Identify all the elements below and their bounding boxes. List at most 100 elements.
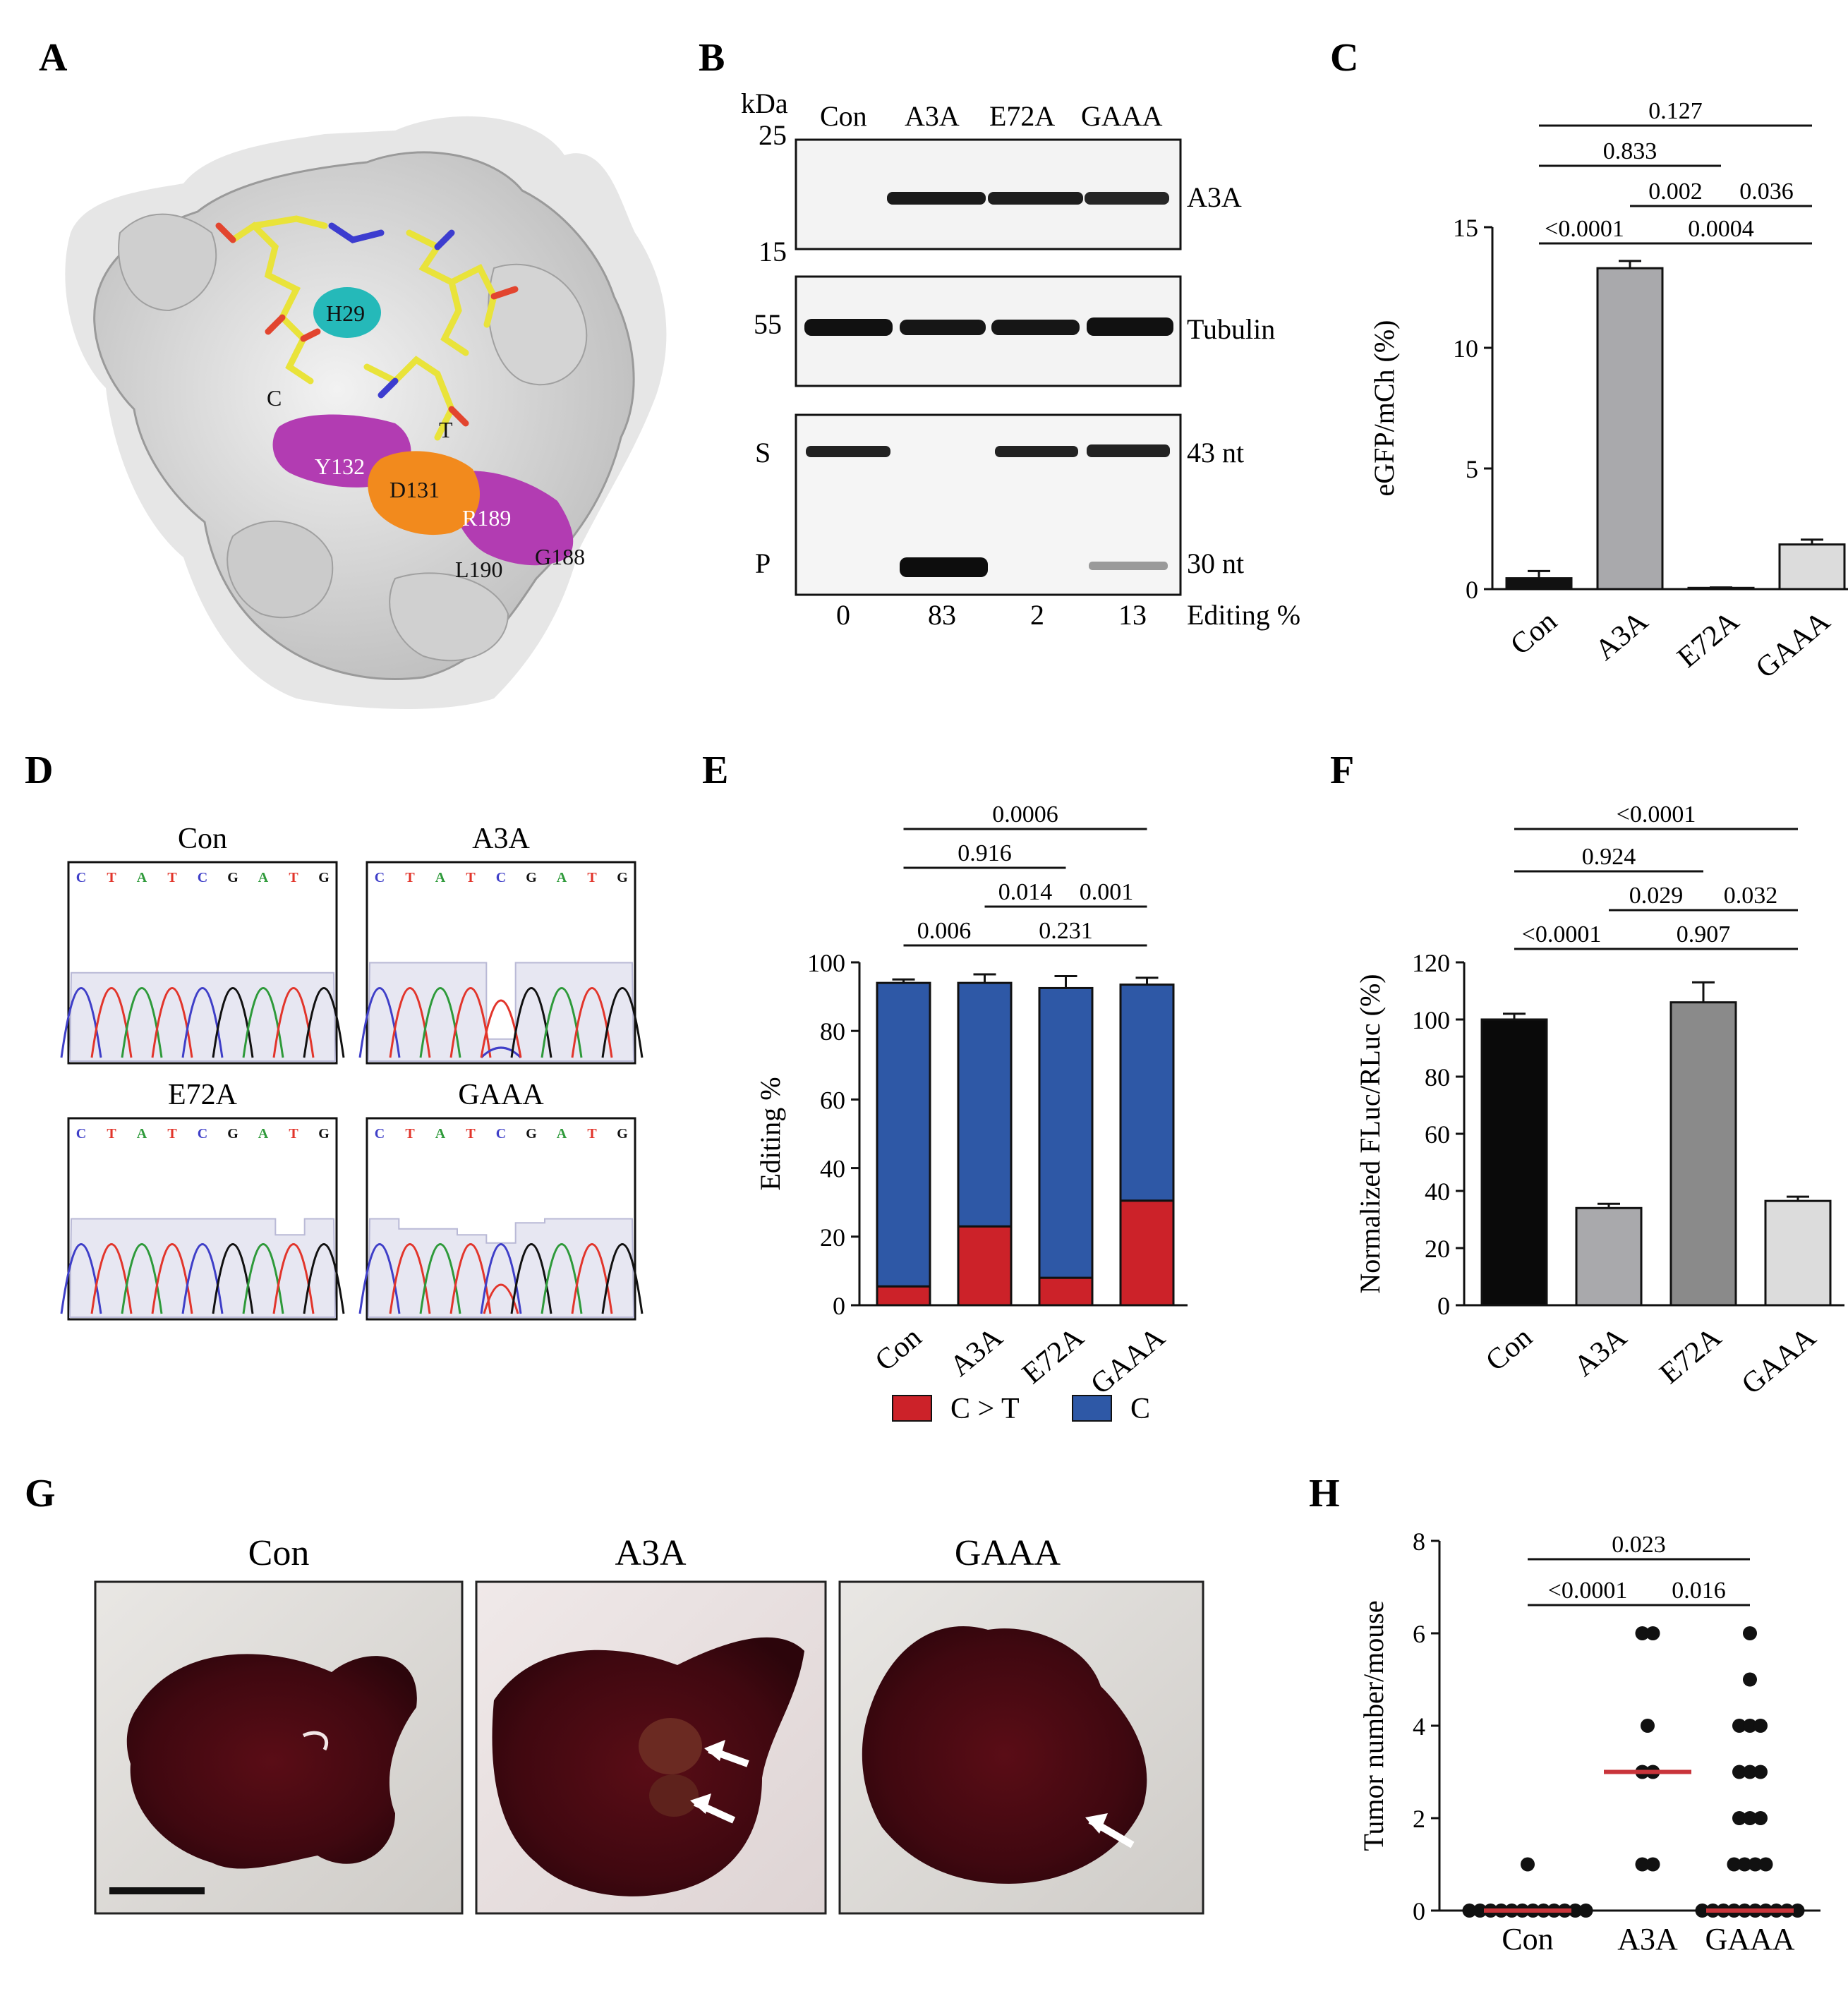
- x-tick-label: A3A: [1617, 1922, 1678, 1956]
- base-call: G: [318, 870, 330, 885]
- tumor-nodule: [649, 1774, 699, 1817]
- x-tick-label: Con: [1502, 1922, 1553, 1956]
- y-tick-label: 5: [1466, 455, 1478, 483]
- bar: [1764, 1199, 1832, 1307]
- base-call: C: [496, 870, 506, 885]
- band: [804, 319, 893, 336]
- base-call: A: [137, 1126, 147, 1142]
- data-point: [1737, 1857, 1752, 1872]
- p-value-label: 0.924: [1582, 844, 1636, 870]
- data-point: [1753, 1765, 1768, 1779]
- y-tick-label: 0: [833, 1292, 845, 1320]
- base-call: A: [557, 870, 567, 885]
- residue-label-l190: L190: [455, 557, 503, 582]
- bar: [1778, 543, 1846, 591]
- x-tick-label: A3A: [1589, 605, 1655, 667]
- base-call: T: [107, 870, 116, 885]
- p-value-label: 0.127: [1648, 98, 1703, 124]
- base-call: G: [318, 1126, 330, 1142]
- base-call: A: [435, 870, 446, 885]
- marker-15: 15: [759, 236, 787, 267]
- y-tick-label: 6: [1413, 1620, 1425, 1648]
- liver-gaaa: [862, 1626, 1147, 1884]
- trace-title: E72A: [168, 1079, 238, 1111]
- x-tick-label: GAAA: [1736, 1321, 1823, 1401]
- residue-label-r189: R189: [462, 505, 511, 531]
- data-point: [1732, 1719, 1746, 1733]
- p-value-label: 0.833: [1603, 138, 1657, 164]
- quality-shading: [68, 1218, 337, 1318]
- y-axis-label: eGFP/mCh (%): [1368, 320, 1400, 497]
- base-call: C: [76, 1126, 86, 1142]
- x-tick-label: GAAA: [1085, 1321, 1171, 1401]
- p-value-label: 0.036: [1739, 178, 1794, 205]
- base-call: G: [227, 870, 238, 885]
- lane-label: Con: [820, 100, 867, 132]
- base-call: A: [435, 1126, 446, 1142]
- dna-ligand-sticks: [215, 215, 519, 441]
- arrow-icon: [690, 1793, 711, 1814]
- trace-title: Con: [178, 823, 227, 855]
- chart-h: 0 2 4 6 8 Tumor number/mouse Con A3A GAAA 0.023 <0…: [1358, 1527, 1820, 1956]
- trace-peak: [480, 1046, 522, 1059]
- photo-title-a3a: A3A: [615, 1533, 687, 1573]
- y-axis-label: Editing %: [754, 1077, 786, 1190]
- y-tick-label: 2: [1413, 1805, 1425, 1833]
- base-call: C: [375, 870, 385, 885]
- surface-lobe: [227, 520, 334, 619]
- magenta-patch-r189: [450, 471, 574, 566]
- base-call: C: [375, 1126, 385, 1142]
- panel-letter-H: H: [1309, 1472, 1340, 1515]
- band: [1089, 562, 1168, 570]
- gel-label-30nt: 30 nt: [1187, 547, 1244, 579]
- band: [900, 557, 988, 577]
- surface-lobe: [118, 213, 217, 312]
- data-point: [1462, 1904, 1477, 1918]
- base-call: C: [198, 1126, 207, 1142]
- orange-patch-d131: [368, 451, 480, 535]
- x-tick-label: E72A: [1654, 1321, 1728, 1391]
- lane-label: A3A: [905, 100, 960, 132]
- y-tick-label: 80: [1425, 1063, 1450, 1091]
- data-point: [1753, 1811, 1768, 1825]
- data-point: [1743, 1672, 1757, 1687]
- x-tick-label: A3A: [944, 1321, 1010, 1383]
- x-tick-label: Con: [869, 1321, 928, 1377]
- x-tick-label: E72A: [1672, 605, 1746, 674]
- y-tick-label: 15: [1453, 214, 1478, 242]
- arrow-icon: [1085, 1813, 1108, 1834]
- base-call: G: [617, 1126, 628, 1142]
- residue-label-h29: H29: [326, 301, 365, 326]
- residue-label-g188: G188: [535, 544, 585, 569]
- p-value-label: 0.231: [1039, 918, 1093, 944]
- band: [1085, 192, 1169, 205]
- panel-letter-F: F: [1330, 749, 1354, 792]
- stacked-bar-segment: [876, 1285, 931, 1307]
- data-point: [1732, 1765, 1746, 1779]
- y-tick-label: 10: [1453, 334, 1478, 363]
- base-call: T: [405, 1126, 415, 1142]
- bar: [1596, 267, 1664, 591]
- p-value-label: 0.002: [1648, 178, 1703, 205]
- p-value-label: 0.032: [1724, 883, 1778, 909]
- trace-title: GAAA: [458, 1079, 544, 1111]
- data-point: [1641, 1719, 1655, 1733]
- base-call: C: [496, 1126, 506, 1142]
- chart-c: 0 5 10 15 eGFP/mCh (%) Con A3A E72A GAAA 0.127 0.8…: [1368, 98, 1848, 685]
- y-tick-label: 0: [1466, 576, 1478, 604]
- y-tick-label: 40: [820, 1155, 845, 1183]
- data-point: [1743, 1811, 1757, 1825]
- base-call: G: [227, 1126, 238, 1142]
- quality-shading: [367, 1218, 635, 1318]
- base-call: G: [617, 870, 628, 885]
- kda-label: kDa: [741, 87, 788, 119]
- p-value-label: 0.006: [917, 918, 972, 944]
- x-tick-label: Con: [1480, 1321, 1538, 1377]
- base-call: T: [405, 870, 415, 885]
- western-blot-panel: kDa Con A3A E72A GAAA 25 15 A3A 55 Tubul…: [741, 87, 1300, 631]
- stacked-bar-segment: [1119, 1199, 1175, 1307]
- p-value-label: 0.907: [1677, 921, 1731, 948]
- band: [1087, 444, 1170, 457]
- base-call: T: [466, 1126, 476, 1142]
